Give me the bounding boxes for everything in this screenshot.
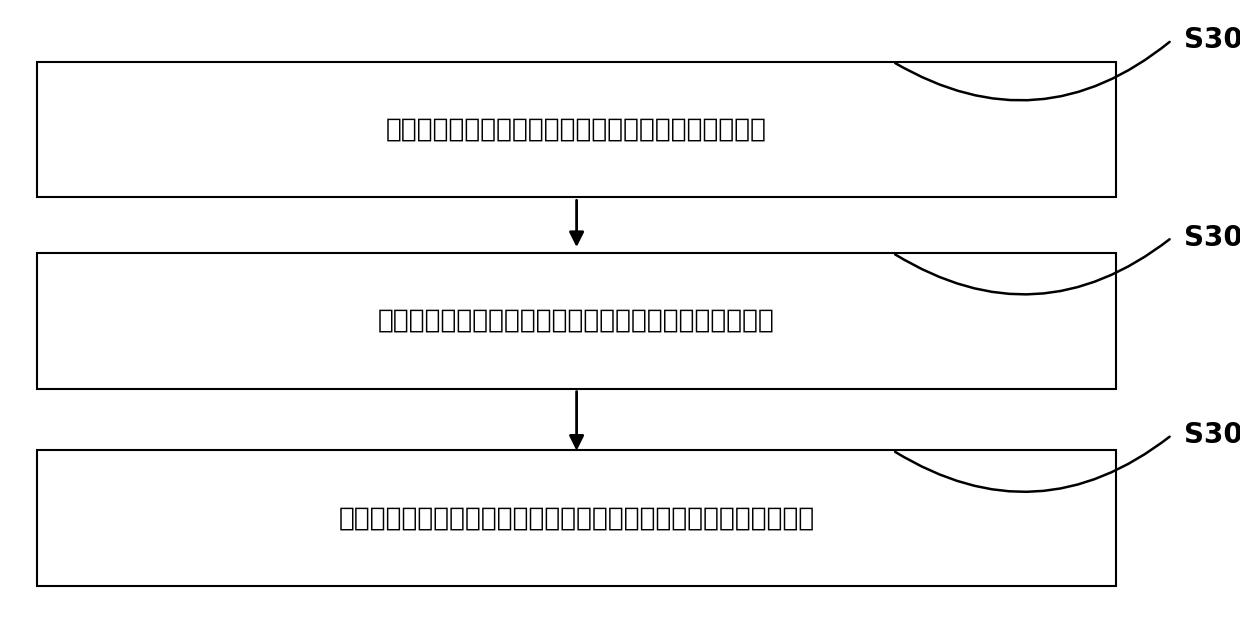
FancyBboxPatch shape (37, 62, 1116, 197)
Text: S302: S302 (1184, 223, 1240, 252)
FancyBboxPatch shape (37, 253, 1116, 389)
Text: S301: S301 (1184, 26, 1240, 54)
Text: 生成所有所述分批文件的明细报表，存储所述分批文件及其明细报表: 生成所有所述分批文件的明细报表，存储所述分批文件及其明细报表 (339, 505, 815, 531)
Text: S303: S303 (1184, 421, 1240, 449)
FancyArrowPatch shape (895, 437, 1169, 492)
FancyArrowPatch shape (895, 42, 1169, 101)
Text: 根据预设的时间周期将所述第一队列消息划分为分批文件: 根据预设的时间周期将所述第一队列消息划分为分批文件 (378, 308, 775, 334)
Text: 接收与所述存储装置关联的服务器发送的第一队列消息: 接收与所述存储装置关联的服务器发送的第一队列消息 (386, 117, 768, 143)
FancyArrowPatch shape (895, 239, 1169, 294)
FancyBboxPatch shape (37, 450, 1116, 586)
